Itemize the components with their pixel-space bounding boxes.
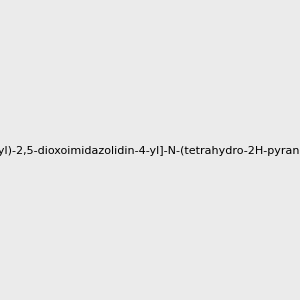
Text: 2-[1-(4-methoxybenzyl)-2,5-dioxoimidazolidin-4-yl]-N-(tetrahydro-2H-pyran-4-ylme: 2-[1-(4-methoxybenzyl)-2,5-dioxoimidazol… [0,146,300,157]
